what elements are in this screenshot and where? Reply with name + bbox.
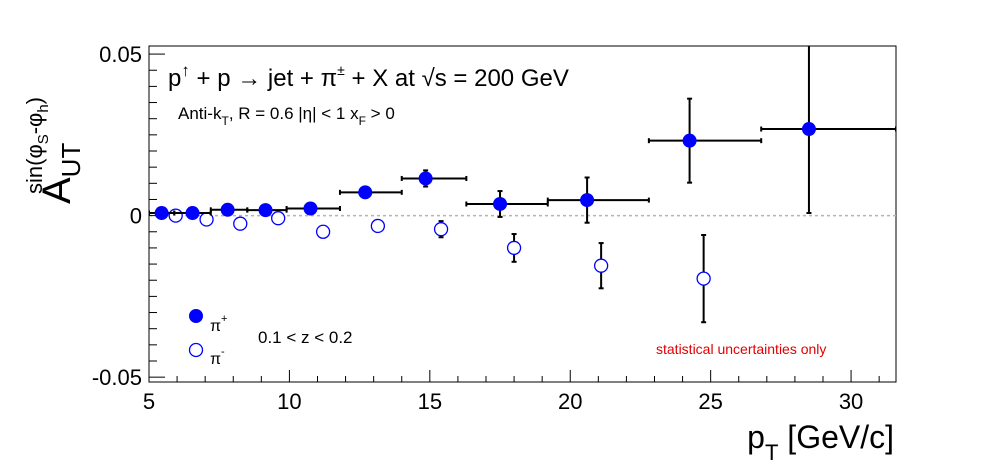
pi-plus-point (303, 201, 318, 216)
title-jet-pi: jet + π (261, 65, 337, 92)
title-p: p (168, 65, 181, 92)
title-plus-p: + p (190, 65, 237, 92)
pi-minus-point (315, 224, 331, 239)
title-pm: ± (337, 62, 345, 78)
x-axis-label-sub: T (765, 440, 778, 465)
pi-minus-point (168, 208, 183, 223)
x-tick-label: 15 (418, 389, 442, 414)
y-tick-label: -0.05 (92, 365, 142, 390)
x-tick-label: 30 (839, 389, 863, 414)
pi-minus-point (233, 216, 248, 231)
x-tick-label: 20 (558, 389, 582, 414)
y-axis-label-sup: sin(φS-φh) (22, 97, 52, 194)
subtitle-anti-k-sub: T (221, 114, 229, 128)
legend-pi-minus-marker (188, 342, 204, 358)
subtitle-xf-cut: > 0 (366, 104, 395, 123)
plot-area: 5 10 15 20 25 30 0.05 0 -0.05 (92, 42, 897, 414)
legend-pi-plus-label: π+ (210, 313, 227, 335)
pi-plus-point (258, 203, 273, 218)
title-arrow-up: ↑ (181, 61, 190, 80)
pi-minus-point (593, 258, 609, 273)
y-axis-label: AUT sin(φS-φh) (22, 97, 86, 204)
pi-plus-point (220, 202, 235, 217)
x-tick-label: 5 (143, 389, 155, 414)
legend: π+ π- 0.1 < z < 0.2 (188, 309, 353, 368)
subtitle-xf-sub: F (359, 114, 366, 128)
pi-minus-point (696, 271, 711, 286)
data-layer (149, 46, 896, 324)
pi-plus-point (682, 133, 697, 148)
pi-plus-point (418, 171, 433, 186)
pi-minus-point (271, 211, 286, 226)
legend-pi-minus-label: π- (210, 346, 225, 368)
y-axis-label-sub: UT (56, 143, 86, 178)
x-tick-label: 10 (277, 389, 301, 414)
y-axis-label-main: AUT (35, 143, 86, 204)
chart-title: p↑ + p → jet + π± + X at √s = 200 GeV (168, 61, 569, 92)
x-tick-label: 25 (698, 389, 722, 414)
y-tick-label: 0 (130, 204, 142, 229)
pi-plus-point (358, 185, 373, 200)
x-axis-label: pT [GeV/c] (747, 419, 894, 465)
title-right-arrow: → (237, 65, 261, 92)
title-energy: s = 200 GeV (435, 65, 569, 92)
pi-minus-point (370, 218, 386, 234)
pi-plus-point (580, 193, 595, 208)
subtitle-cuts: , R = 0.6 |η| < 1 x (229, 104, 359, 123)
title-sqrt: √ (422, 65, 436, 92)
y-tick-label: 0.05 (99, 42, 142, 67)
pi-plus-point (185, 206, 200, 221)
annotation-statistical: statistical uncertainties only (656, 341, 826, 357)
legend-pi-plus-marker (189, 309, 203, 323)
pi-plus-point (154, 206, 169, 221)
chart-subtitle: Anti-kT, R = 0.6 |η| < 1 xF > 0 (178, 104, 395, 128)
subtitle-anti-k: Anti-k (178, 104, 222, 123)
pi-plus-point (493, 196, 508, 211)
pi-minus-point (506, 240, 522, 256)
title-x-at: + X at (345, 65, 422, 92)
legend-z-range: 0.1 < z < 0.2 (258, 328, 353, 347)
pi-minus-point (433, 222, 449, 237)
pi-plus-point (801, 122, 816, 137)
